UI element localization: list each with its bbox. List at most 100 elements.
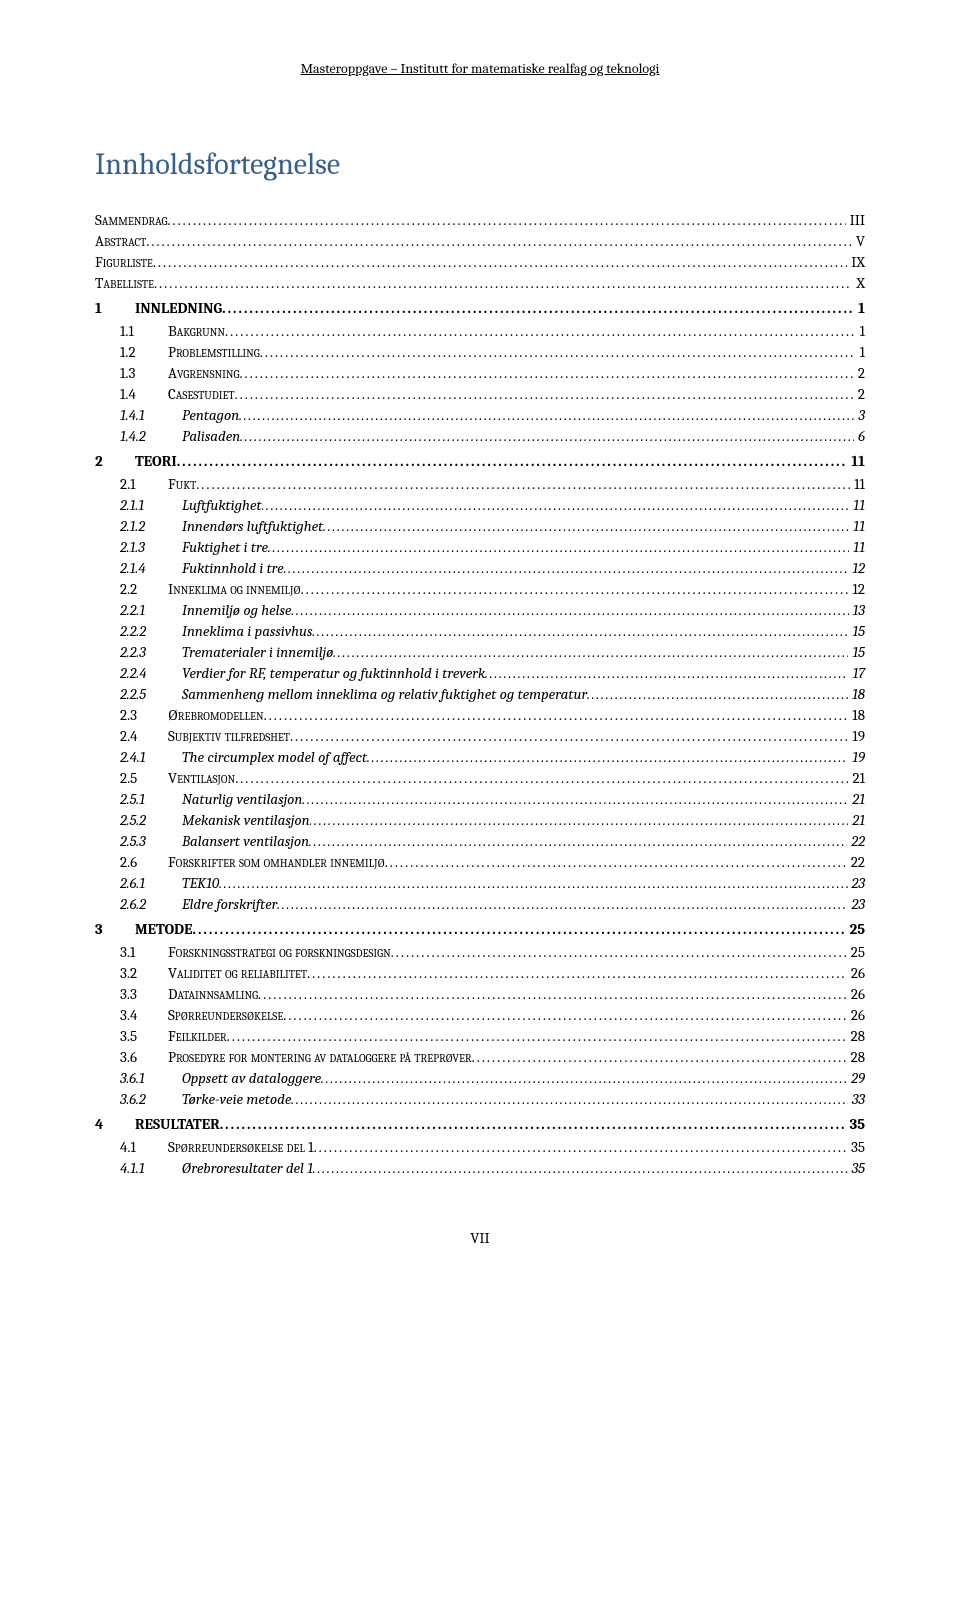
toc-leader-dots: [262, 495, 850, 516]
toc-entry-number: 1.1: [120, 321, 168, 342]
toc-leader-dots: [153, 252, 847, 273]
toc-leader-dots: [309, 831, 847, 852]
toc-entry-page: V: [852, 231, 865, 252]
toc-entry-page: 35: [848, 1158, 865, 1179]
toc-leader-dots: [219, 873, 847, 894]
toc-entry-label: Forskningsstrategi og forskningsdesign: [168, 942, 391, 963]
toc-leader-dots: [313, 1158, 848, 1179]
toc-entry-number: 2.2.2: [120, 621, 182, 642]
toc-entry: 1.2Problemstilling1: [120, 342, 865, 363]
toc-leader-dots: [321, 1068, 847, 1089]
toc-entry-label: METODE: [135, 919, 193, 940]
toc-entry-page: 22: [847, 831, 865, 852]
toc-leader-dots: [391, 942, 847, 963]
toc-entry-label: Tabelliste: [95, 273, 154, 294]
toc-entry-number: 2.6.1: [120, 873, 182, 894]
toc-entry-label: Spørreundersøkelse del 1: [168, 1137, 314, 1158]
toc-entry-page: 23: [848, 894, 865, 915]
toc-entry-number: 2.1.3: [120, 537, 182, 558]
toc-leader-dots: [485, 663, 848, 684]
toc-entry-page: 18: [848, 684, 865, 705]
toc-entry-page: 35: [846, 1114, 865, 1135]
toc-entry-label: Figurliste: [95, 252, 153, 273]
toc-entry: 2.2.1Innemiljø og helse13: [120, 600, 865, 621]
toc-entry-label: Innemiljø og helse: [182, 600, 291, 621]
toc-leader-dots: [258, 984, 847, 1005]
toc-entry-number: 2.2.4: [120, 663, 182, 684]
toc-entry: 2TEORI11: [95, 451, 865, 472]
toc-entry: 1.4.2Palisaden6: [120, 426, 865, 447]
toc-entry: 2.2.4Verdier for RF, temperatur og fukti…: [120, 663, 865, 684]
toc-entry: 2.6Forskrifter som omhandler innemiljø22: [120, 852, 865, 873]
toc-entry-number: 1.4: [120, 384, 168, 405]
toc-entry-page: 26: [847, 984, 865, 1005]
toc-entry-number: 1.3: [120, 363, 168, 384]
toc-entry-label: Problemstilling: [168, 342, 260, 363]
toc-entry-page: 26: [847, 963, 865, 984]
toc-entry-page: 2: [854, 384, 865, 405]
toc-entry-page: 19: [848, 726, 865, 747]
toc-leader-dots: [302, 789, 848, 810]
toc-leader-dots: [239, 405, 854, 426]
toc-entry-number: 2.2.5: [120, 684, 182, 705]
toc-entry-page: 25: [846, 919, 865, 940]
toc-entry-number: 1.4.1: [120, 405, 182, 426]
toc-entry: FigurlisteIX: [95, 252, 865, 273]
toc-leader-dots: [268, 537, 849, 558]
toc-entry-label: Balansert ventilasjon: [182, 831, 309, 852]
toc-entry: 3.5Feilkilder28: [120, 1026, 865, 1047]
toc-entry-page: 11: [847, 451, 865, 472]
toc-leader-dots: [235, 384, 854, 405]
toc-entry: 1.4Casestudiet2: [120, 384, 865, 405]
toc-leader-dots: [587, 684, 848, 705]
toc-entry-label: Fuktinnhold i tre: [182, 558, 284, 579]
toc-entry-number: 2.5.1: [120, 789, 182, 810]
toc-entry: 2.3Ørebromodellen18: [120, 705, 865, 726]
toc-entry-page: 1: [856, 321, 865, 342]
toc-entry-page: 12: [848, 579, 865, 600]
toc-entry-number: 3.3: [120, 984, 168, 1005]
toc-entry-label: Forskrifter som omhandler innemiljø: [168, 852, 385, 873]
toc-entry-label: Sammenheng mellom inneklima og relativ f…: [182, 684, 587, 705]
toc-leader-dots: [310, 810, 849, 831]
toc-entry-number: 2.1.1: [120, 495, 182, 516]
toc-entry-number: 4: [95, 1114, 135, 1135]
toc-entry-page: 29: [847, 1068, 865, 1089]
toc-entry: 2.4Subjektiv tilfredshet19: [120, 726, 865, 747]
toc-title: Innholdsfortegnelse: [95, 147, 865, 182]
toc-leader-dots: [264, 705, 849, 726]
toc-entry-number: 2.5: [120, 768, 168, 789]
page-number: VII: [95, 1229, 865, 1247]
toc-entry-page: 1: [854, 298, 865, 319]
toc-leader-dots: [312, 621, 848, 642]
page-header: Masteroppgave – Institutt for matematisk…: [95, 60, 865, 77]
toc-entry: 3.6.2Tørke-veie metode33: [120, 1089, 865, 1110]
toc-leader-dots: [225, 321, 856, 342]
toc-entry-label: Fuktighet i tre: [182, 537, 268, 558]
toc-entry-label: Luftfuktighet: [182, 495, 262, 516]
toc-entry-page: 12: [848, 558, 865, 579]
toc-leader-dots: [193, 919, 846, 940]
toc-entry: 3.6Prosedyre for montering av datalogger…: [120, 1047, 865, 1068]
toc-entry-page: 23: [848, 873, 865, 894]
toc-entry-page: 28: [847, 1047, 865, 1068]
toc-entry: 2.5Ventilasjon21: [120, 768, 865, 789]
toc-entry-page: 21: [848, 768, 865, 789]
toc-entry: 1INNLEDNING1: [95, 298, 865, 319]
toc-entry-label: INNLEDNING: [135, 298, 222, 319]
toc-entry-number: 2.6.2: [120, 894, 182, 915]
toc-entry-label: The circumplex model of affect: [182, 747, 367, 768]
toc-entry: 2.1.3Fuktighet i tre11: [120, 537, 865, 558]
toc-entry-number: 1: [95, 298, 135, 319]
toc-entry: 3.1Forskningsstrategi og forskningsdesig…: [120, 942, 865, 963]
toc-leader-dots: [291, 1089, 847, 1110]
toc-entry-label: Pentagon: [182, 405, 239, 426]
toc-entry-label: Datainnsamling: [168, 984, 258, 1005]
toc-entry-number: 2.1.4: [120, 558, 182, 579]
toc-entry: TabellisteX: [95, 273, 865, 294]
toc-leader-dots: [284, 558, 848, 579]
toc-entry-page: 17: [848, 663, 865, 684]
toc-entry: 4.1Spørreundersøkelse del 135: [120, 1137, 865, 1158]
toc-entry: 2.2Inneklima og innemiljø12: [120, 579, 865, 600]
toc-entry-label: Naturlig ventilasjon: [182, 789, 302, 810]
